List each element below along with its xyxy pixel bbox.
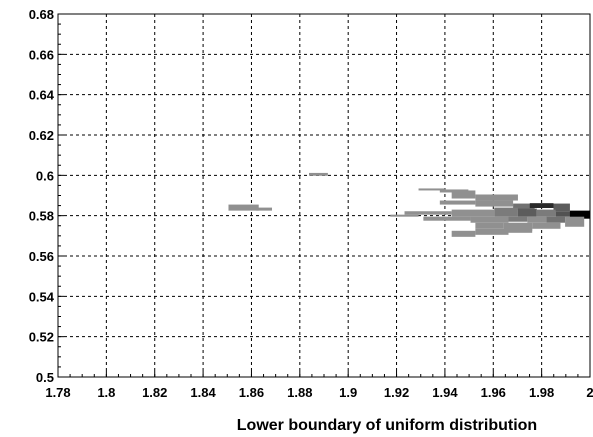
heatmap-cell (565, 216, 585, 227)
heatmap-cell (517, 208, 537, 217)
heatmap-cell (439, 200, 476, 205)
heatmap-cell (475, 222, 504, 229)
y-tick-label: 0.66 (29, 47, 54, 62)
x-tick-label: 1.88 (287, 385, 312, 400)
x-axis-title: Lower boundary of uniform distribution (237, 417, 537, 434)
heatmap-cell (529, 203, 554, 209)
y-tick-label: 0.52 (29, 330, 54, 345)
heatmap-cell (494, 207, 518, 217)
x-tick-label: 1.84 (190, 385, 216, 400)
x-tick-label: 1.98 (529, 385, 554, 400)
heatmap-cell (423, 216, 471, 221)
x-tick-label: 1.94 (432, 385, 458, 400)
heatmap-cell (404, 211, 452, 215)
heatmap-cell (451, 190, 476, 199)
x-tick-label: 1.82 (142, 385, 167, 400)
heatmap-cell (532, 222, 561, 229)
y-tick-label: 0.64 (29, 88, 55, 103)
heatmap-cell (546, 216, 566, 223)
y-axis-ticks: 0.5 0.52 0.54 0.56 0.58 0.6 0.62 0.64 0.66 0.68 (29, 7, 64, 385)
heatmap-cell (418, 188, 445, 191)
x-tick-label: 1.96 (481, 385, 506, 400)
grid-lines (58, 14, 590, 377)
heatmap-cells (228, 172, 590, 237)
y-tick-label: 0.6 (36, 168, 54, 183)
heatmap-cell (256, 207, 273, 211)
x-tick-label: 1.78 (45, 385, 70, 400)
heatmap-cell (475, 194, 518, 201)
heatmap-cell (228, 204, 259, 211)
heatmap-cell (527, 216, 547, 223)
heatmap-cell (508, 226, 533, 233)
x-tick-label: 1.8 (97, 385, 115, 400)
heatmap-cell (470, 216, 509, 223)
heatmap-cell (390, 214, 419, 217)
x-axis-ticks: 1.78 1.8 1.82 1.84 1.86 1.88 1.9 1.92 1.94 1.96 1.… (45, 371, 593, 400)
heatmap-cell (475, 228, 509, 235)
heatmap-cell (513, 203, 535, 210)
y-tick-label: 0.56 (29, 249, 54, 264)
heatmap-cell (451, 230, 476, 237)
heatmap-cell (508, 216, 528, 222)
y-tick-label: 0.68 (29, 7, 54, 22)
y-tick-label: 0.58 (29, 209, 54, 224)
x-tick-label: 1.86 (239, 385, 264, 400)
heatmap-cell (536, 209, 556, 217)
y-tick-label: 0.5 (36, 370, 54, 385)
heatmap-cell (475, 200, 514, 207)
x-tick-label: 2 (586, 385, 593, 400)
heatmap-cell (309, 172, 328, 176)
x-tick-label: 1.9 (339, 385, 357, 400)
x-tick-label: 1.92 (384, 385, 409, 400)
heatmap-cell (569, 210, 590, 219)
heatmap-cell (555, 211, 575, 217)
heatmap-cell (553, 203, 570, 212)
y-tick-label: 0.62 (29, 128, 54, 143)
y-tick-label: 0.54 (29, 289, 55, 304)
heatmap-cell (451, 209, 495, 217)
